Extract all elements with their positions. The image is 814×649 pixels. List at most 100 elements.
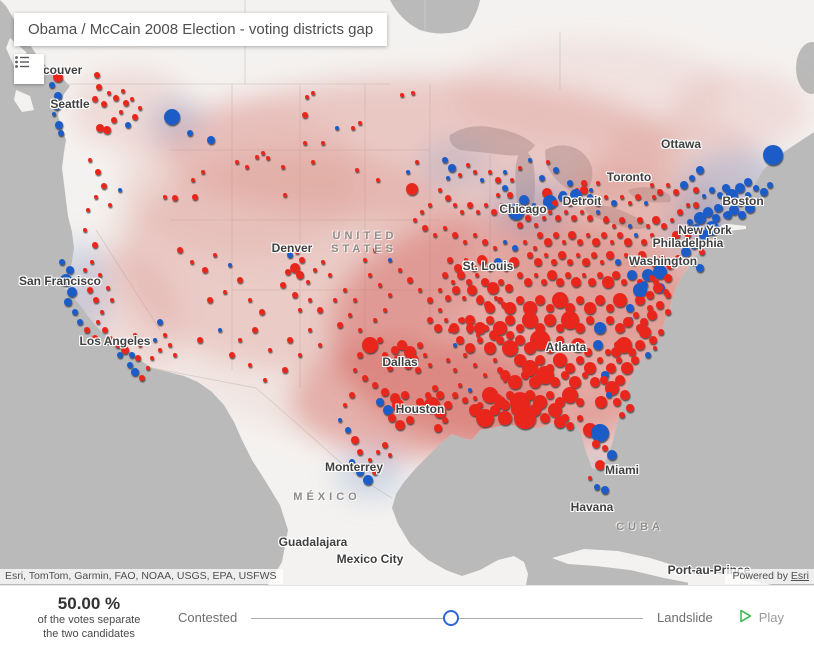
- district-dot[interactable]: [503, 170, 507, 174]
- district-dot[interactable]: [434, 324, 442, 332]
- district-dot[interactable]: [474, 322, 486, 334]
- district-dot[interactable]: [586, 316, 594, 324]
- district-dot[interactable]: [338, 418, 342, 422]
- district-dot[interactable]: [666, 261, 674, 269]
- district-dot[interactable]: [605, 381, 619, 395]
- district-dot[interactable]: [67, 287, 77, 297]
- district-dot[interactable]: [473, 363, 477, 367]
- district-dot[interactable]: [649, 336, 657, 344]
- district-dot[interactable]: [351, 126, 355, 130]
- district-dot[interactable]: [577, 415, 583, 421]
- district-dot[interactable]: [508, 375, 522, 389]
- district-dot[interactable]: [552, 200, 558, 206]
- district-dot[interactable]: [506, 331, 514, 339]
- district-dot[interactable]: [482, 387, 498, 403]
- district-dot[interactable]: [558, 193, 566, 201]
- district-dot[interactable]: [635, 194, 641, 200]
- district-dot[interactable]: [544, 314, 556, 326]
- district-dot[interactable]: [228, 263, 232, 267]
- district-dot[interactable]: [207, 297, 213, 303]
- district-dot[interactable]: [163, 333, 167, 337]
- district-dot[interactable]: [644, 201, 648, 205]
- district-dot[interactable]: [349, 459, 355, 465]
- district-dot[interactable]: [562, 240, 566, 244]
- district-dot[interactable]: [427, 317, 433, 323]
- district-dot[interactable]: [589, 188, 593, 192]
- district-dot[interactable]: [584, 302, 596, 314]
- district-dot[interactable]: [626, 304, 634, 312]
- district-dot[interactable]: [593, 340, 603, 350]
- district-dot[interactable]: [576, 253, 580, 257]
- district-dot[interactable]: [388, 414, 396, 422]
- district-dot[interactable]: [168, 343, 172, 347]
- district-dot[interactable]: [576, 296, 584, 304]
- district-dot[interactable]: [571, 277, 581, 287]
- district-dot[interactable]: [638, 251, 646, 259]
- district-dot[interactable]: [611, 200, 617, 206]
- district-dot[interactable]: [487, 265, 493, 271]
- district-dot[interactable]: [582, 258, 590, 266]
- district-dot[interactable]: [603, 217, 609, 223]
- district-dot[interactable]: [494, 258, 502, 266]
- district-dot[interactable]: [317, 307, 323, 313]
- district-dot[interactable]: [571, 338, 585, 352]
- district-dot[interactable]: [428, 363, 432, 367]
- district-dot[interactable]: [677, 209, 683, 215]
- district-dot[interactable]: [191, 178, 195, 182]
- district-dot[interactable]: [640, 318, 648, 326]
- district-dot[interactable]: [313, 268, 317, 272]
- district-dot[interactable]: [382, 442, 388, 448]
- district-dot[interactable]: [613, 398, 621, 406]
- district-dot[interactable]: [586, 233, 590, 237]
- district-dot[interactable]: [553, 353, 567, 367]
- district-dot[interactable]: [650, 233, 654, 237]
- district-dot[interactable]: [255, 155, 259, 159]
- district-dot[interactable]: [476, 210, 480, 214]
- district-dot[interactable]: [58, 130, 64, 136]
- district-dot[interactable]: [617, 232, 623, 238]
- district-dot[interactable]: [693, 187, 699, 193]
- district-dot[interactable]: [624, 253, 628, 257]
- district-dot[interactable]: [473, 170, 477, 174]
- district-dot[interactable]: [502, 185, 508, 191]
- district-dot[interactable]: [444, 318, 448, 322]
- district-dot[interactable]: [723, 212, 729, 218]
- district-dot[interactable]: [575, 323, 585, 333]
- district-dot[interactable]: [192, 194, 198, 200]
- district-dot[interactable]: [213, 253, 217, 257]
- district-dot[interactable]: [454, 264, 462, 272]
- district-dot[interactable]: [477, 255, 487, 265]
- district-dot[interactable]: [466, 279, 472, 285]
- district-dot[interactable]: [295, 250, 299, 254]
- district-dot[interactable]: [569, 376, 581, 388]
- district-dot[interactable]: [362, 337, 378, 353]
- district-dot[interactable]: [722, 184, 730, 192]
- district-dot[interactable]: [584, 362, 596, 374]
- district-dot[interactable]: [596, 181, 600, 185]
- district-dot[interactable]: [696, 166, 704, 174]
- district-dot[interactable]: [502, 340, 518, 356]
- district-dot[interactable]: [507, 192, 513, 198]
- district-dot[interactable]: [486, 316, 494, 324]
- district-dot[interactable]: [594, 322, 606, 334]
- district-dot[interactable]: [699, 249, 705, 255]
- district-dot[interactable]: [753, 185, 759, 191]
- district-dot[interactable]: [465, 343, 475, 353]
- district-dot[interactable]: [94, 195, 98, 199]
- district-dot[interactable]: [689, 175, 695, 181]
- district-dot[interactable]: [627, 270, 637, 280]
- district-dot[interactable]: [357, 352, 363, 358]
- district-dot[interactable]: [287, 252, 293, 258]
- district-dot[interactable]: [119, 110, 123, 114]
- district-dot[interactable]: [592, 440, 600, 448]
- district-dot[interactable]: [417, 342, 423, 348]
- district-dot[interactable]: [163, 195, 167, 199]
- district-dot[interactable]: [381, 388, 389, 396]
- district-dot[interactable]: [438, 188, 442, 192]
- district-dot[interactable]: [517, 222, 523, 228]
- district-dot[interactable]: [372, 382, 378, 388]
- district-dot[interactable]: [635, 295, 645, 305]
- district-dot[interactable]: [420, 210, 424, 214]
- district-dot[interactable]: [604, 195, 608, 199]
- district-dot[interactable]: [108, 203, 112, 207]
